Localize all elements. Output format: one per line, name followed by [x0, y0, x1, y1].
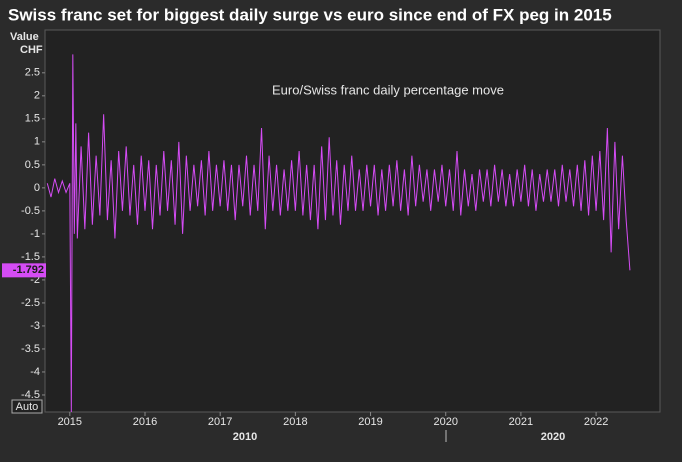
y-axis-label: Value: [10, 31, 39, 43]
x-tick-label: 2021: [509, 416, 533, 428]
y-tick-label: -0.5: [21, 205, 40, 217]
chart-title: Swiss franc set for biggest daily surge …: [8, 5, 612, 24]
y-tick-label: -1.5: [21, 251, 40, 263]
x-tick-label: 2019: [358, 416, 382, 428]
y-tick-label: -2.5: [21, 297, 40, 309]
series-line: [46, 54, 631, 413]
y-tick-label: 2.5: [25, 67, 40, 79]
y-tick-label: 1: [34, 136, 40, 148]
last-value-label: -1.792: [13, 264, 44, 276]
x-period-label: 2020: [541, 431, 565, 443]
y-tick-label: -3: [30, 320, 40, 332]
x-tick-label: 2016: [133, 416, 157, 428]
plot-area: [44, 29, 661, 413]
annotation: Euro/Swiss franc daily percentage move: [272, 82, 504, 97]
x-tick-label: 2020: [433, 416, 457, 428]
y-tick-label: -3.5: [21, 343, 40, 355]
y-tick-label: 0.5: [25, 159, 40, 171]
y-axis-unit: CHF: [20, 44, 43, 56]
x-tick-label: 2022: [584, 416, 608, 428]
y-tick-label: 2: [34, 90, 40, 102]
x-tick-label: 2015: [58, 416, 82, 428]
auto-button-label[interactable]: Auto: [16, 401, 39, 413]
auto-button[interactable]: [11, 399, 43, 414]
x-tick-label: 2018: [283, 416, 307, 428]
y-tick-label: 1.5: [25, 113, 40, 125]
y-tick-label: 0: [34, 182, 40, 194]
x-tick-label: 2017: [208, 416, 232, 428]
y-tick-label: -4.5: [21, 389, 40, 401]
last-value-box: [2, 263, 46, 278]
x-period-label: 2010: [233, 431, 257, 443]
y-tick-label: -4: [30, 366, 40, 378]
y-tick-label: -2: [30, 274, 40, 286]
y-tick-label: -1: [30, 228, 40, 240]
